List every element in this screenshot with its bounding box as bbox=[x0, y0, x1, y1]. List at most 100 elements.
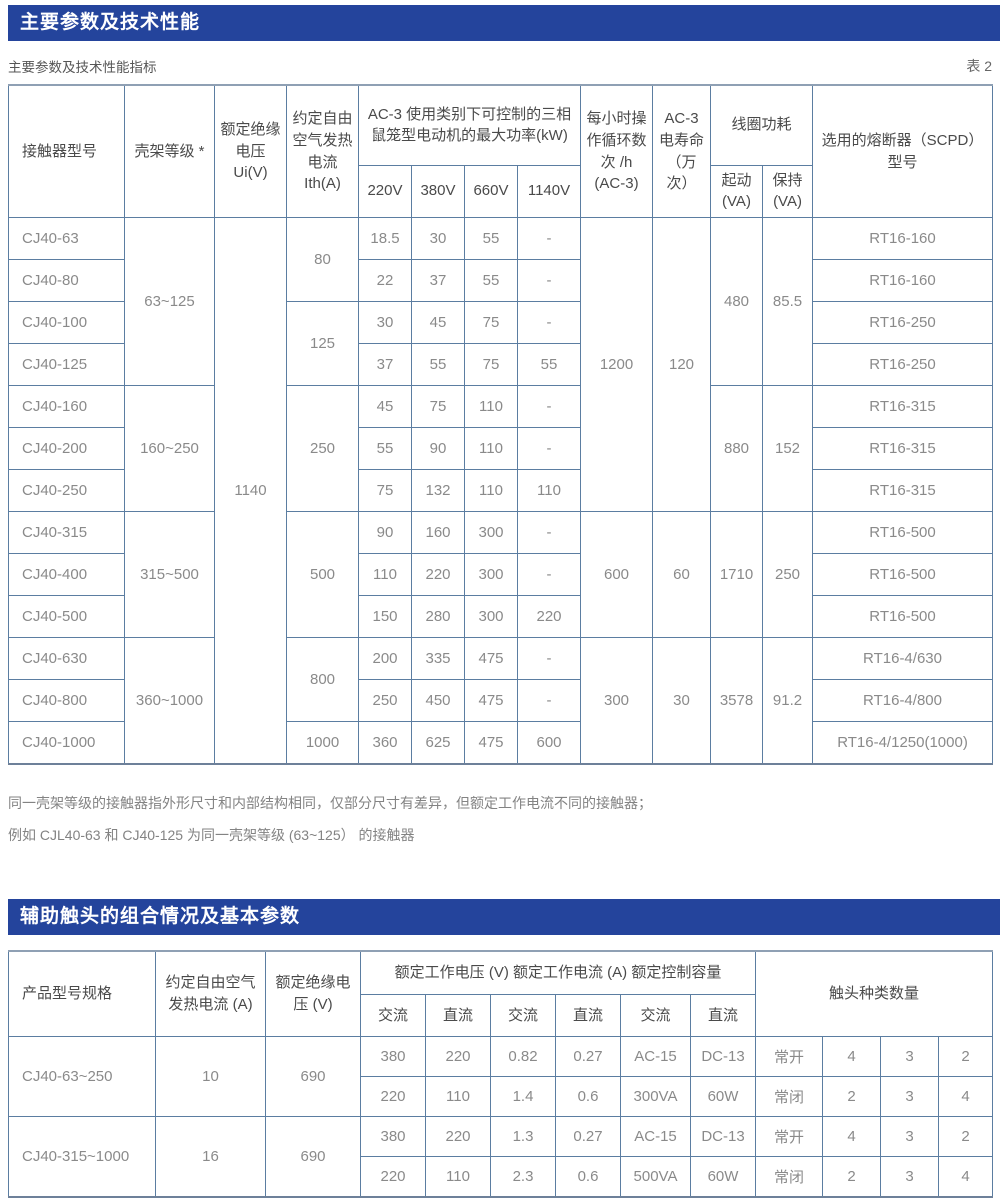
table-cell: 300VA bbox=[620, 1076, 691, 1117]
table-cell: 1.3 bbox=[490, 1116, 556, 1157]
table-cell: RT16-315 bbox=[812, 469, 994, 512]
table-cell: 280 bbox=[411, 595, 465, 638]
table-cell: 880 bbox=[710, 385, 763, 512]
table-cell: 常闭 bbox=[755, 1076, 824, 1117]
table-cell: 0.6 bbox=[555, 1076, 621, 1117]
table-cell: - bbox=[517, 301, 581, 344]
header-cell: 额定绝缘电压 (V) bbox=[265, 950, 361, 1037]
table-cell: 2 bbox=[822, 1076, 882, 1117]
table-cell: 220 bbox=[360, 1156, 426, 1197]
header-cell: 220V bbox=[358, 164, 412, 218]
table-cell: 1.4 bbox=[490, 1076, 556, 1117]
table-cell: 90 bbox=[411, 427, 465, 470]
table-cell: 110 bbox=[464, 469, 518, 512]
table-cell: 250 bbox=[358, 679, 412, 722]
header-cell: 交流 bbox=[620, 994, 691, 1037]
table-cell: 360~1000 bbox=[124, 637, 215, 764]
table-cell: 0.27 bbox=[555, 1036, 621, 1077]
section-title: 主要参数及技术性能 bbox=[20, 12, 201, 33]
table-cell: 380 bbox=[360, 1036, 426, 1077]
table-cell: CJ40-315 bbox=[8, 511, 125, 554]
table-cell: CJ40-80 bbox=[8, 259, 125, 302]
table-row: CJ40-80 22 37 55- RT16-160 bbox=[8, 259, 994, 302]
table-cell: 110 bbox=[425, 1076, 491, 1117]
table-row: CJ40-200 55 90 110- RT16-315 bbox=[8, 427, 994, 470]
table-cell: 220 bbox=[411, 553, 465, 596]
table-cell: 75 bbox=[464, 301, 518, 344]
table-cell: 380 bbox=[360, 1116, 426, 1157]
table-cell: CJ40-200 bbox=[8, 427, 125, 470]
table-cell: 4 bbox=[938, 1076, 994, 1117]
table-row: CJ40-250 75 132 110 110 RT16-315 bbox=[8, 469, 994, 512]
table-cell: CJ40-630 bbox=[8, 637, 125, 680]
table1-caption-row: 主要参数及技术性能指标 表 2 bbox=[8, 54, 992, 76]
main-params-table: 接触器型号 壳架等级 * 额定绝缘电压 Ui(V) 约定自由空气发热电流 Ith(A)… bbox=[8, 84, 994, 765]
table-cell: CJ40-250 bbox=[8, 469, 125, 512]
table1-caption: 主要参数及技术性能指标 bbox=[8, 60, 157, 75]
header-cell: AC-3 使用类别下可控制的三相鼠笼型电动机的最大功率(kW) bbox=[358, 84, 581, 166]
footnote-line-1: 同一壳架等级的接触器指外形尺寸和内部结构相同，仅部分尺寸有差异，但额定工作电流不… bbox=[8, 794, 652, 811]
table-cell: 500 bbox=[286, 511, 359, 638]
table-cell: RT16-500 bbox=[812, 553, 994, 596]
table-cell: 475 bbox=[464, 679, 518, 722]
header-cell: 产品型号规格 bbox=[8, 950, 156, 1037]
table-row: 接触器型号 壳架等级 * 额定绝缘电压 Ui(V) 约定自由空气发热电流 Ith(A)… bbox=[8, 84, 994, 218]
header-cell: 起动 (VA) bbox=[710, 164, 763, 218]
header-cell: 直流 bbox=[425, 994, 491, 1037]
table-cell: 4 bbox=[822, 1036, 882, 1077]
table-cell: 125 bbox=[286, 301, 359, 386]
table-cell: 315~500 bbox=[124, 511, 215, 638]
table-cell: 2.3 bbox=[490, 1156, 556, 1197]
table-cell: 4 bbox=[938, 1156, 994, 1197]
table-cell: RT16-250 bbox=[812, 343, 994, 386]
table-cell: RT16-250 bbox=[812, 301, 994, 344]
table-cell: 4 bbox=[822, 1116, 882, 1157]
header-cell: 380V bbox=[411, 164, 465, 218]
table-cell: RT16-315 bbox=[812, 385, 994, 428]
table-row: CJ40-100 125 30 45 75- RT16-250 bbox=[8, 301, 994, 386]
table-cell: 55 bbox=[358, 427, 412, 470]
table-cell: 500VA bbox=[620, 1156, 691, 1197]
table-cell: AC-15 bbox=[620, 1036, 691, 1077]
table-cell: - bbox=[517, 427, 581, 470]
header-cell: 660V bbox=[464, 164, 518, 218]
table-cell: 220 bbox=[517, 595, 581, 638]
table-cell: 45 bbox=[358, 385, 412, 428]
table-row: 产品型号规格 约定自由空气发热电流 (A) 额定绝缘电压 (V) 额定工作电压 (V)… bbox=[8, 950, 994, 1037]
table-cell: - bbox=[517, 385, 581, 428]
header-cell: 额定工作电压 (V) 额定工作电流 (A) 额定控制容量 bbox=[359, 950, 757, 995]
header-cell: 每小时操作循环数 次 /h (AC-3) bbox=[580, 84, 653, 218]
header-cell: 额定绝缘电压 Ui(V) bbox=[214, 84, 287, 218]
table-cell: 22 bbox=[358, 259, 412, 302]
table-row: 220V 380V 660V 1140V 起动 (VA) 保持 (VA) bbox=[9, 164, 993, 218]
table-cell: CJ40-63 bbox=[8, 217, 125, 260]
section-title: 辅助触头的组合情况及基本参数 bbox=[20, 905, 301, 927]
table-cell: CJ40-63~250 bbox=[8, 1036, 156, 1117]
table-row: CJ40-1000 1000 360 625 475 600 RT16-4/1250(100… bbox=[8, 721, 994, 764]
table-cell: 75 bbox=[411, 385, 465, 428]
table-cell: RT16-500 bbox=[812, 511, 994, 554]
header-cell: 交流 bbox=[490, 994, 556, 1037]
table-cell: 2 bbox=[938, 1036, 994, 1077]
table-row: CJ40-800 250 450 475- RT16-4/800 bbox=[8, 679, 994, 722]
table-cell: 30 bbox=[652, 637, 711, 764]
table-cell: 150 bbox=[358, 595, 412, 638]
table-cell: 160~250 bbox=[124, 385, 215, 512]
table-cell: CJ40-400 bbox=[8, 553, 125, 596]
table-cell: 120 bbox=[652, 217, 711, 512]
table-cell: 2 bbox=[938, 1116, 994, 1157]
table-cell: 300 bbox=[464, 595, 518, 638]
header-cell: 直流 bbox=[689, 994, 757, 1037]
table-cell: 110 bbox=[517, 469, 581, 512]
table-cell: 2 bbox=[822, 1156, 882, 1197]
table-cell: 110 bbox=[425, 1156, 491, 1197]
header-cell: 保持 (VA) bbox=[761, 164, 814, 218]
table-cell: CJ40-125 bbox=[8, 343, 125, 386]
footnote-line-2: 例如 CJL40-63 和 CJ40-125 为同一壳架等级 (63~125） … bbox=[8, 826, 415, 843]
table-cell: 0.27 bbox=[555, 1116, 621, 1157]
table-cell: 220 bbox=[425, 1116, 491, 1157]
header-cell: AC-3 电寿命（万次） bbox=[652, 84, 711, 218]
table-cell: 80 bbox=[286, 217, 359, 302]
table-cell: 335 bbox=[411, 637, 465, 680]
header-cell: 接触器型号 bbox=[8, 84, 125, 218]
